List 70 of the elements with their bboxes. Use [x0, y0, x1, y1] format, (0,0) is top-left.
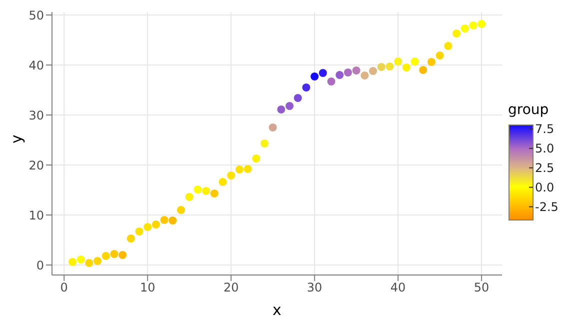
x-tick-label: 50	[474, 280, 490, 295]
point	[135, 228, 144, 236]
y-axis-title: y	[7, 134, 26, 144]
x-axis-title: x	[272, 301, 282, 319]
point	[244, 165, 252, 173]
point	[194, 186, 202, 194]
color-bar-label: 0.0	[535, 180, 554, 194]
point	[94, 257, 102, 265]
point	[377, 63, 386, 71]
point	[176, 206, 185, 214]
point	[68, 258, 76, 266]
color-bar-title: group	[508, 102, 550, 118]
point	[260, 140, 268, 148]
point	[436, 52, 444, 60]
x-tick-label: 10	[140, 280, 156, 295]
point	[218, 178, 227, 186]
point	[369, 67, 378, 75]
point	[227, 172, 236, 180]
point	[85, 259, 94, 267]
point	[310, 72, 319, 80]
point	[452, 30, 460, 38]
point	[252, 154, 260, 162]
point	[352, 66, 360, 74]
point	[327, 78, 336, 86]
point	[210, 190, 218, 198]
point	[110, 250, 118, 258]
point	[344, 68, 352, 76]
point	[152, 220, 160, 228]
point	[360, 72, 369, 80]
point	[76, 256, 85, 264]
y-tick-label: 50	[28, 8, 44, 22]
x-tick-label: 40	[390, 280, 406, 295]
point	[318, 69, 327, 77]
point	[427, 58, 436, 66]
point	[168, 216, 177, 224]
point	[302, 84, 310, 92]
point	[160, 216, 168, 224]
point	[268, 124, 277, 132]
point	[394, 58, 402, 66]
point	[336, 71, 344, 79]
point	[294, 94, 302, 102]
color-bar-label: 5.0	[535, 140, 554, 155]
point	[410, 58, 419, 66]
point	[144, 223, 152, 231]
point	[118, 251, 127, 259]
point	[126, 234, 135, 242]
point	[469, 22, 478, 30]
point	[202, 187, 210, 195]
point	[235, 166, 244, 174]
x-tick-label: 30	[306, 280, 322, 295]
y-tick-label: 10	[28, 208, 44, 222]
x-tick-label: 0	[60, 280, 68, 295]
point	[478, 20, 486, 28]
point	[419, 66, 428, 74]
point	[286, 102, 294, 110]
x-tick-label: 20	[223, 280, 239, 295]
color-bar-label: 7.5	[535, 121, 554, 136]
y-tick-label: 0	[36, 258, 44, 272]
y-tick-label: 30	[28, 108, 44, 122]
color-bar-label: 2.5	[535, 160, 554, 174]
y-tick-label: 20	[28, 158, 44, 172]
point	[185, 193, 194, 201]
point	[277, 106, 286, 114]
point	[386, 62, 394, 70]
y-tick-label: 40	[28, 58, 44, 72]
point	[460, 24, 469, 32]
point	[102, 252, 110, 260]
point	[402, 64, 410, 72]
color-bar-label: -2.5	[535, 199, 558, 214]
point	[444, 42, 452, 50]
